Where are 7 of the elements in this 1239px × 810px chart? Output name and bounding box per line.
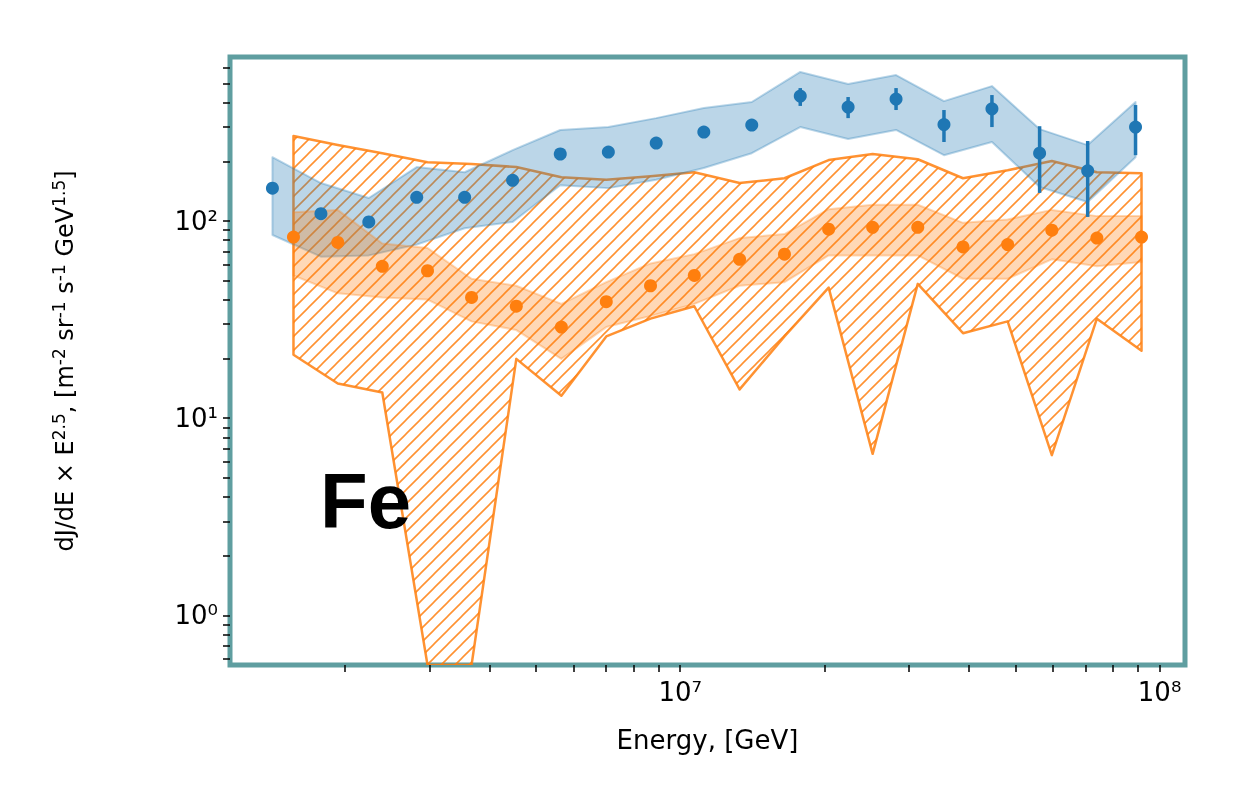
- y-tick-label: 10¹: [174, 403, 218, 434]
- y-tick-label: 10⁰: [174, 600, 218, 631]
- x-tick-label: 10⁸: [1137, 677, 1182, 707]
- y-tick-label: 10²: [174, 206, 218, 237]
- text: dJ/dE × E2.5, [m-2 sr-1 s-1 GeV1.5]: [48, 170, 79, 552]
- x-axis-title: Energy, [GeV]: [616, 725, 799, 755]
- x-tick-label: 10⁷: [658, 677, 702, 707]
